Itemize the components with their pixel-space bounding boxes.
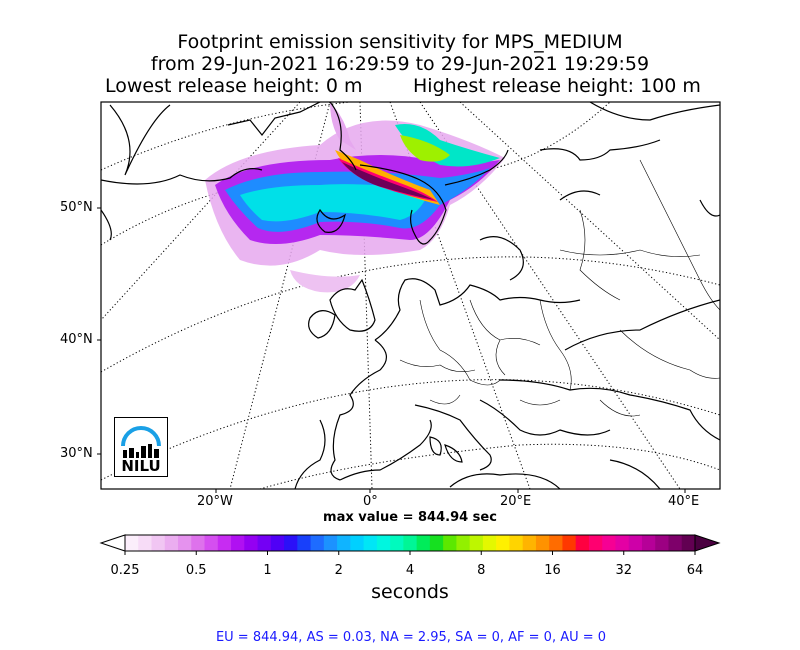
colorbar-units: seconds [371,581,449,603]
colorbar-cell [403,535,418,551]
colorbar-cells [125,535,696,551]
colorbar-cell [628,535,643,551]
colorbar-cell [641,535,656,551]
nilu-logo-graphic [121,426,161,458]
colorbar-cell [350,535,365,551]
colorbar-cell [496,535,511,551]
colorbar-cell [456,535,471,551]
colorbar-tick-label: 64 [686,563,704,578]
colorbar-cell [469,535,484,551]
colorbar-cell [204,535,219,551]
title-line-1: Footprint emission sensitivity for MPS_M… [177,31,623,53]
lon-label-40e: 40°E [668,494,700,509]
lon-label-0: 0° [363,494,378,509]
colorbar-tick-label: 16 [544,563,561,578]
colorbar-tick-label: 0.5 [185,563,207,578]
colorbar-cell [164,535,179,551]
nilu-logo-text: NILU [121,457,161,475]
lat-label-50n: 50°N [60,200,93,215]
footprint-plume [205,102,505,293]
colorbar-cell [562,535,577,551]
colorbar-tick-label: 2 [334,563,343,578]
colorbar-cell [416,535,431,551]
colorbar-cell [509,535,524,551]
colorbar-cell [244,535,259,551]
colorbar-cell [376,535,391,551]
colorbar-cell [337,535,351,551]
colorbar-tick-label: 1 [263,563,272,578]
colorbar-cell [191,535,206,551]
colorbar-tick-label: 32 [615,563,633,578]
country-borders [399,159,720,417]
colorbar-cell [151,535,166,551]
colorbar-cell [655,535,670,551]
lon-label-20e: 20°E [500,494,532,509]
colorbar-cell [482,535,497,551]
lat-label-30n: 30°N [60,446,93,461]
axis-ticks [97,207,686,493]
colorbar-cell [217,535,232,551]
colorbar-cell [363,535,378,551]
colorbar-cell [310,535,325,551]
colorbar-ticks [124,551,696,555]
nilu-logo: NILU [114,417,168,477]
colorbar-cell [231,535,245,551]
colorbar-cell [178,535,192,551]
colorbar-cell [443,535,457,551]
colorbar-cell [125,535,139,551]
colorbar-cell [270,535,285,551]
colorbar-cell [429,535,444,551]
colorbar-cell [284,535,298,551]
colorbar-cell [138,535,153,551]
map-frame [100,101,721,490]
title-highest-release: Highest release height: 100 m [413,75,701,97]
colorbar-tick-label: 0.25 [110,563,140,578]
colorbar-cell [668,535,683,551]
coastlines [101,102,720,489]
lon-label-20w: 20°W [197,494,233,509]
colorbar-cell [588,535,603,551]
region-stats: EU = 844.94, AS = 0.03, NA = 2.95, SA = … [215,630,607,645]
colorbar-under-arrow [99,534,126,552]
colorbar-cell [323,535,338,551]
colorbar-over-arrow [694,534,721,552]
colorbar-cell [615,535,630,551]
colorbar-cell [602,535,617,551]
colorbar-cell [549,535,564,551]
title-line-2: from 29-Jun-2021 16:29:59 to 29-Jun-2021… [150,53,650,75]
colorbar-cell [390,535,404,551]
lat-label-40n: 40°N [60,332,93,347]
colorbar-cell [522,535,537,551]
colorbar-tick-label: 4 [405,563,415,578]
colorbar-cell [681,535,696,551]
colorbar-cell [297,535,312,551]
max-value-label: max value = 844.94 sec [323,510,497,525]
colorbar-tick-label: 8 [477,563,486,578]
colorbar-cell [535,535,550,551]
colorbar-cell [257,535,272,551]
colorbar-cell [575,535,590,551]
title-lowest-release: Lowest release height: 0 m [105,75,363,97]
